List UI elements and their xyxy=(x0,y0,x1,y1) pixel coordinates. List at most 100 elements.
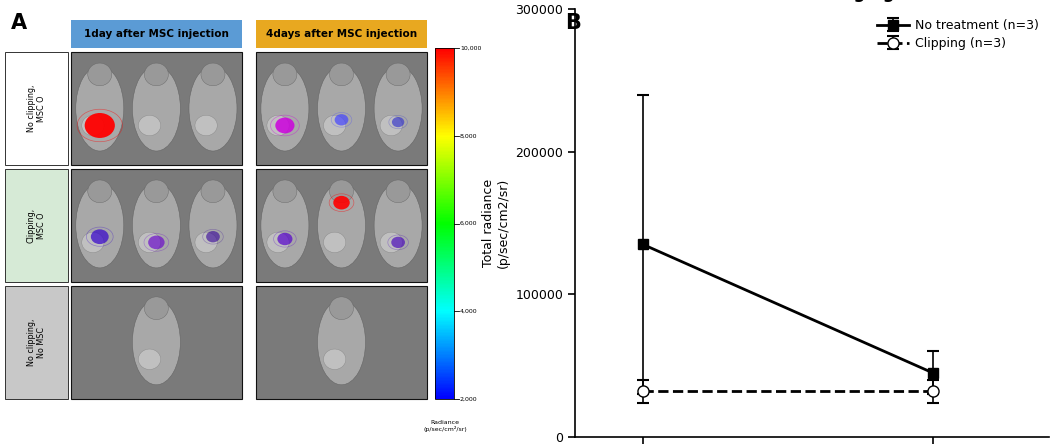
Bar xyxy=(435,164,454,166)
Bar xyxy=(435,210,454,211)
Bar xyxy=(435,163,454,165)
Bar xyxy=(435,308,454,310)
Bar xyxy=(435,381,454,383)
Ellipse shape xyxy=(330,63,353,86)
Bar xyxy=(435,56,454,58)
Bar xyxy=(435,337,454,339)
Bar xyxy=(435,289,454,291)
Bar xyxy=(435,63,454,65)
Bar xyxy=(435,363,454,365)
Bar xyxy=(435,364,454,366)
Bar xyxy=(435,192,454,194)
Ellipse shape xyxy=(392,117,405,127)
Legend: No treatment (n=3), Clipping (n=3): No treatment (n=3), Clipping (n=3) xyxy=(874,15,1042,54)
Bar xyxy=(256,52,427,165)
Bar xyxy=(435,101,454,103)
Bar xyxy=(435,116,454,118)
Bar xyxy=(435,206,454,207)
Text: 4,000: 4,000 xyxy=(460,309,477,314)
Bar xyxy=(435,247,454,248)
Text: No clipping,
No MSC: No clipping, No MSC xyxy=(26,318,46,366)
Bar xyxy=(435,115,454,117)
Bar xyxy=(435,68,454,70)
Bar xyxy=(435,81,454,83)
Bar xyxy=(435,141,454,143)
Bar xyxy=(435,142,454,144)
Bar xyxy=(435,396,454,397)
Bar xyxy=(435,385,454,387)
Bar xyxy=(435,255,454,256)
Bar xyxy=(435,349,454,351)
Bar xyxy=(435,85,454,87)
Bar xyxy=(435,294,454,296)
Bar xyxy=(71,21,242,48)
Bar xyxy=(435,355,454,356)
Bar xyxy=(435,351,454,352)
Ellipse shape xyxy=(380,115,403,136)
Bar xyxy=(435,393,454,395)
Bar xyxy=(435,216,454,218)
Bar xyxy=(435,230,454,232)
Bar xyxy=(435,211,454,213)
Bar xyxy=(435,165,454,168)
Bar xyxy=(435,108,454,110)
Ellipse shape xyxy=(138,115,160,136)
Bar xyxy=(435,316,454,318)
Bar xyxy=(435,104,454,106)
Text: Radiance
(p/sec/cm²/sr): Radiance (p/sec/cm²/sr) xyxy=(423,421,467,432)
Ellipse shape xyxy=(275,118,294,133)
Bar xyxy=(435,293,454,295)
Ellipse shape xyxy=(267,232,289,252)
Bar xyxy=(435,182,454,184)
Bar xyxy=(435,315,454,317)
Bar xyxy=(435,286,454,288)
Bar xyxy=(435,114,454,116)
Bar xyxy=(435,96,454,98)
Ellipse shape xyxy=(133,183,180,268)
Bar xyxy=(435,279,454,281)
Bar xyxy=(435,193,454,195)
Ellipse shape xyxy=(149,235,164,249)
Bar xyxy=(435,368,454,370)
Bar xyxy=(435,185,454,187)
Bar xyxy=(435,74,454,76)
Ellipse shape xyxy=(324,349,346,369)
Bar xyxy=(435,300,454,302)
Bar xyxy=(435,137,454,139)
Bar xyxy=(435,229,454,231)
Bar xyxy=(435,77,454,78)
Bar xyxy=(435,296,454,297)
Bar xyxy=(435,366,454,368)
Text: 10,000: 10,000 xyxy=(460,46,482,51)
Bar xyxy=(435,105,454,107)
Bar xyxy=(435,200,454,202)
Bar xyxy=(5,169,67,282)
Bar xyxy=(435,170,454,172)
Bar xyxy=(435,214,454,215)
Bar xyxy=(435,157,454,159)
Bar xyxy=(435,359,454,361)
Text: No clipping,
MSC O: No clipping, MSC O xyxy=(26,85,46,132)
Bar xyxy=(435,48,454,399)
Bar xyxy=(435,183,454,185)
Text: B: B xyxy=(565,13,581,33)
Ellipse shape xyxy=(273,63,297,86)
Bar xyxy=(435,120,454,122)
Bar xyxy=(435,51,454,53)
Bar xyxy=(435,357,454,359)
Bar xyxy=(435,389,454,391)
Bar xyxy=(435,100,454,102)
Bar xyxy=(435,133,454,135)
Bar xyxy=(435,292,454,293)
Bar xyxy=(435,226,454,228)
Bar xyxy=(435,91,454,92)
Bar xyxy=(435,60,454,62)
Bar xyxy=(435,64,454,66)
Bar xyxy=(435,186,454,188)
Ellipse shape xyxy=(386,63,410,86)
Ellipse shape xyxy=(335,114,349,125)
Bar xyxy=(435,372,454,374)
Ellipse shape xyxy=(91,229,109,244)
Text: 8,000: 8,000 xyxy=(460,133,477,138)
Bar xyxy=(435,156,454,158)
